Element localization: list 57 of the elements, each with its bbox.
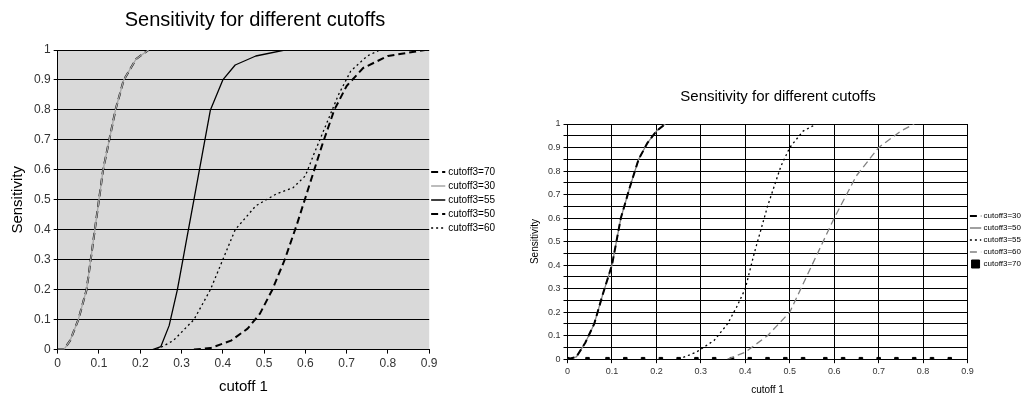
y-tick-label: 0.5 xyxy=(33,192,51,207)
y-tick-label: 0.8 xyxy=(548,165,561,176)
chart-title: Sensitivity for different cutoffs xyxy=(680,87,876,105)
legend-label: cutoff3=70 xyxy=(448,165,496,177)
legend-label: cutoff3=60 xyxy=(448,221,496,233)
y-tick-label: 0.7 xyxy=(548,189,561,200)
y-tick-label: 0.8 xyxy=(33,102,51,117)
y-tick-label: 0.1 xyxy=(33,311,51,326)
y-tick-label: 0.6 xyxy=(548,212,561,223)
y-tick-label: 0.1 xyxy=(548,330,561,341)
legend-label: cutoff3=50 xyxy=(448,207,496,219)
y-tick-label: 0.2 xyxy=(548,306,561,317)
x-tick-label: 0.8 xyxy=(916,366,930,377)
y-tick-label: 0.4 xyxy=(548,259,561,270)
legend-label: cutoff3=30 xyxy=(448,179,496,191)
y-tick-label: 0.9 xyxy=(548,142,561,152)
legend-label: cutoff3=55 xyxy=(448,193,496,205)
y-axis-title: Sensitivity xyxy=(8,165,26,234)
legend-label: cutoff3=70 xyxy=(983,259,1022,269)
x-tick-label: 0.1 xyxy=(90,356,108,371)
x-tick-label: 0.6 xyxy=(827,366,841,377)
x-tick-label: 0.7 xyxy=(872,366,885,377)
legend-label: cutoff3=30 xyxy=(983,211,1022,221)
x-tick-label: 0.2 xyxy=(650,366,663,377)
legend-label: cutoff3=55 xyxy=(983,235,1022,245)
y-tick-label: 1 xyxy=(43,42,51,57)
y-tick-label: 0.6 xyxy=(33,162,51,177)
x-tick-label: 0.9 xyxy=(420,356,438,371)
x-tick-label: 0.4 xyxy=(214,356,232,371)
legend-label: cutoff3=50 xyxy=(983,223,1022,233)
y-tick-label: 0.5 xyxy=(548,236,561,247)
x-tick-label: 0.1 xyxy=(605,366,619,377)
x-tick-label: 0.7 xyxy=(338,356,356,371)
legend-label: cutoff3=60 xyxy=(983,247,1022,257)
y-tick-label: 0.2 xyxy=(33,281,51,296)
y-tick-label: 0.9 xyxy=(33,72,51,87)
chart-title: Sensitivity for different cutoffs xyxy=(124,7,386,30)
x-tick-label: 0.2 xyxy=(131,356,149,371)
y-axis-title: Sensitivity xyxy=(528,219,540,265)
y-tick-label: 0 xyxy=(43,341,51,356)
x-tick-label: 0.3 xyxy=(694,366,708,377)
y-tick-label: 1 xyxy=(555,118,561,129)
x-tick-label: 0.3 xyxy=(173,356,191,371)
x-tick-label: 0.5 xyxy=(783,366,797,377)
x-tick-label: 0.6 xyxy=(297,356,315,371)
x-tick-label: 0.9 xyxy=(961,366,974,377)
x-tick-label: 0.4 xyxy=(739,366,752,377)
x-axis-title: cutoff 1 xyxy=(751,383,785,395)
x-tick-label: 0.8 xyxy=(379,356,397,371)
y-tick-label: 0.3 xyxy=(33,252,51,267)
y-tick-label: 0.7 xyxy=(33,132,51,147)
x-axis-title: cutoff 1 xyxy=(218,377,268,395)
x-tick-label: 0.5 xyxy=(255,356,273,371)
y-tick-label: 0.4 xyxy=(33,222,51,237)
y-tick-label: 0.3 xyxy=(548,283,561,294)
x-tick-label: 0 xyxy=(54,356,62,371)
x-tick-label: 0 xyxy=(565,366,571,377)
